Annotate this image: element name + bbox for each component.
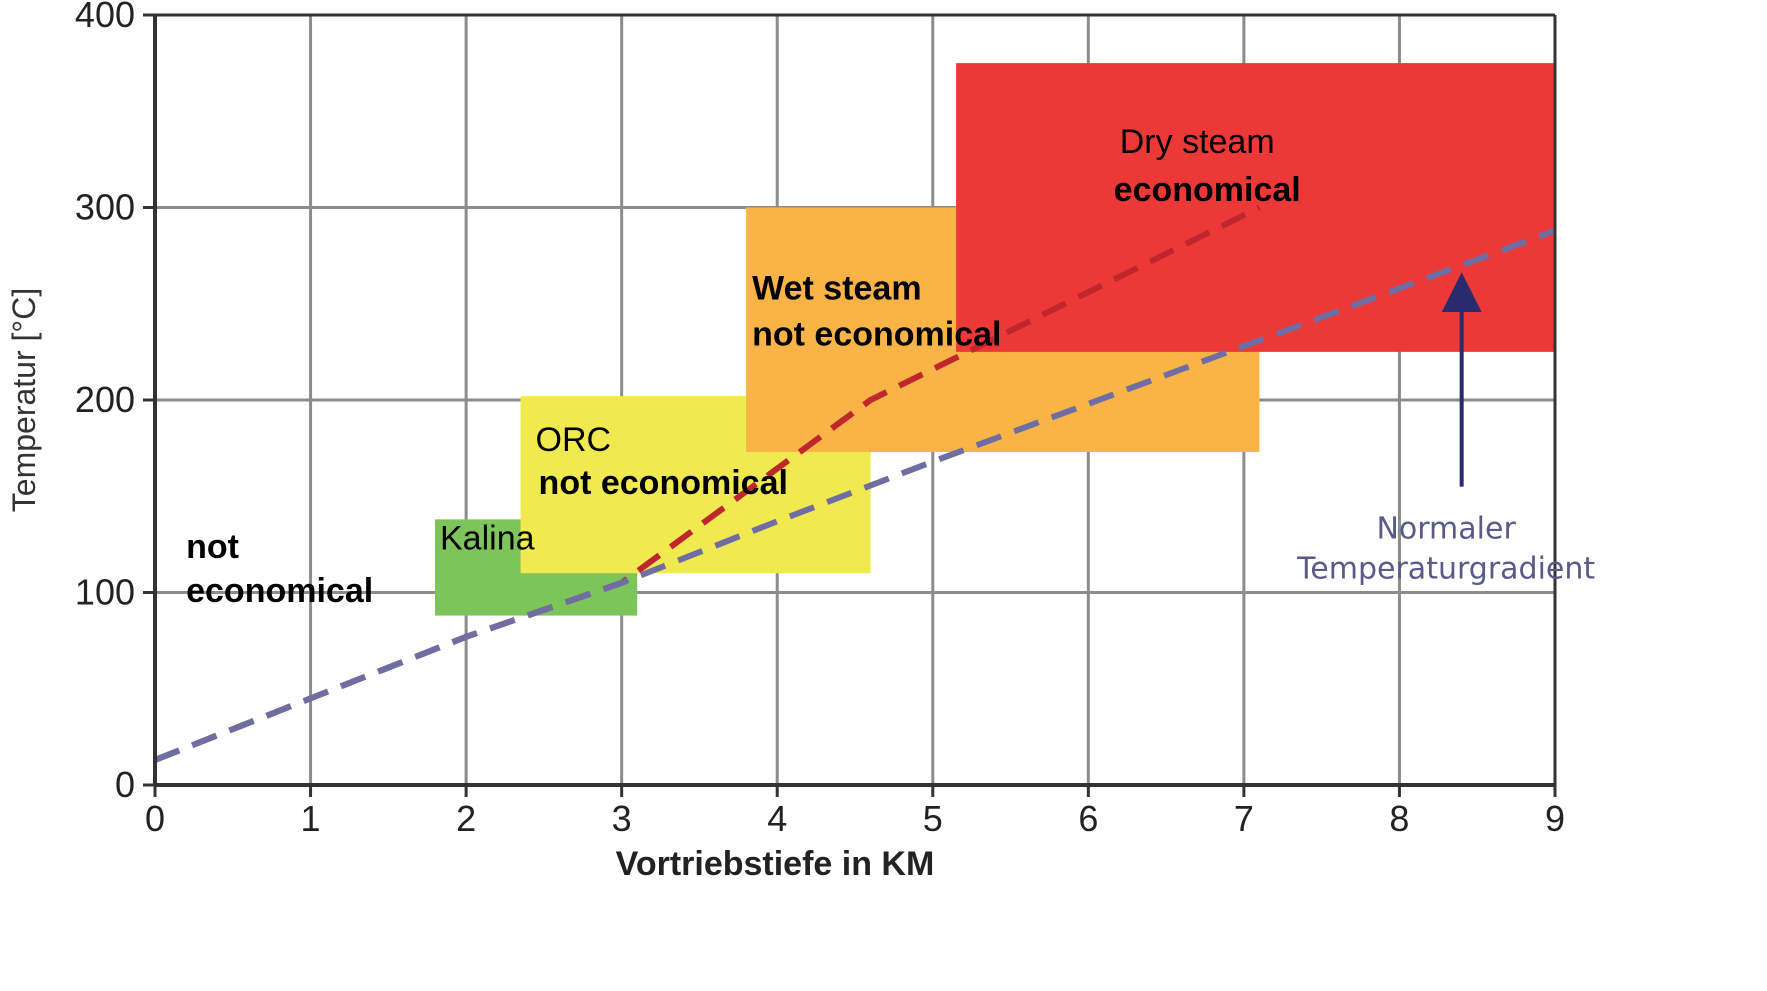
y-tick-label: 0 — [115, 764, 135, 805]
region-label-top: Kalina — [440, 519, 535, 557]
x-axis-title: Vortriebstiefe in KM — [616, 845, 935, 883]
region-label-bottom: economical — [1114, 171, 1301, 209]
y-tick-label: 300 — [75, 187, 135, 228]
annotations: not economical Normaler Temperaturgradient — [186, 272, 1595, 610]
region-label-bottom: not economical — [539, 464, 788, 502]
x-tick-label: 4 — [767, 798, 787, 839]
y-tick-label: 100 — [75, 572, 135, 613]
normal-gradient-line — [153, 227, 1557, 763]
labels: Kalina ORC not economical Wet steam not econ… — [440, 123, 1301, 557]
series — [153, 204, 1557, 763]
y-tick-label: 200 — [75, 379, 135, 420]
x-tick-label: 7 — [1234, 798, 1254, 839]
normal-gradient-note-line: Normaler — [1376, 512, 1516, 547]
y-axis-title: Temperatur [°C] — [6, 288, 42, 512]
region-label-bottom: not economical — [752, 316, 1001, 354]
x-tick-label: 6 — [1078, 798, 1098, 839]
x-tick-label: 2 — [456, 798, 476, 839]
x-tick-label: 5 — [923, 798, 943, 839]
x-tick-label: 8 — [1389, 798, 1409, 839]
not-economical-note-line: not — [186, 528, 239, 566]
x-tick-label: 1 — [301, 798, 321, 839]
not-economical-note-line: economical — [186, 572, 373, 610]
x-tick-label: 0 — [145, 798, 165, 839]
region-label-top: Wet steam — [752, 270, 921, 308]
y-tick-label: 400 — [75, 0, 135, 35]
region-label-top: Dry steam — [1120, 123, 1275, 161]
axes: 0 1 2 3 4 5 6 7 8 9 0 100 200 300 400 Vortriebstiefe in… — [6, 0, 1565, 883]
x-tick-label: 9 — [1545, 798, 1565, 839]
normal-gradient-note-line: Temperaturgradient — [1296, 552, 1595, 587]
x-tick-label: 3 — [612, 798, 632, 839]
region-label-top: ORC — [536, 421, 612, 459]
